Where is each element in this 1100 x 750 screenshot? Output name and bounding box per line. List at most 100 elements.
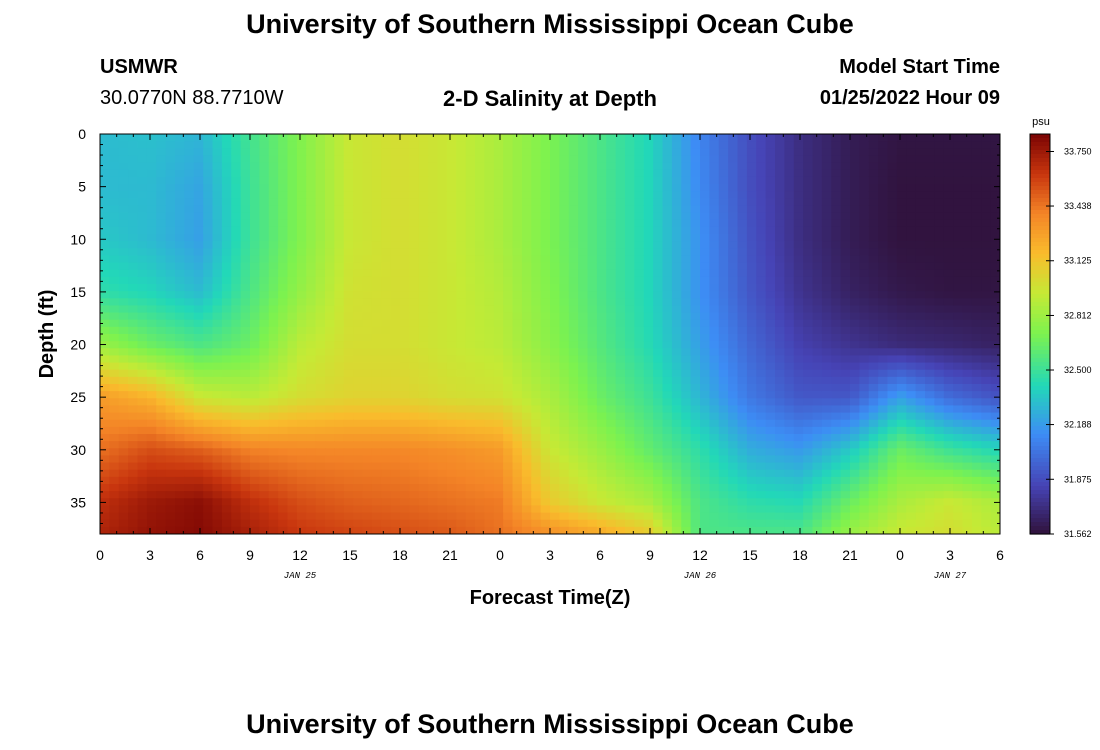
heatmap-cell xyxy=(578,412,589,421)
heatmap-cell xyxy=(971,219,982,228)
heatmap-cell xyxy=(831,441,842,449)
heatmap-cell xyxy=(465,305,476,314)
heatmap-cell xyxy=(700,484,710,492)
heatmap-cell xyxy=(896,362,907,371)
heatmap-cell xyxy=(587,405,598,414)
heatmap-cell xyxy=(362,369,373,378)
heatmap-cell xyxy=(306,341,317,349)
heatmap-cell xyxy=(146,276,157,285)
heatmap-cell xyxy=(596,326,607,335)
heatmap-cell xyxy=(821,384,832,392)
heatmap-cell xyxy=(550,441,560,449)
heatmap-cell xyxy=(615,448,626,457)
heatmap-cell xyxy=(643,234,654,242)
heatmap-cell xyxy=(943,248,954,257)
heatmap-cell xyxy=(400,248,410,257)
heatmap-cell xyxy=(221,441,232,449)
heatmap-cell xyxy=(521,312,532,321)
heatmap-cell xyxy=(765,226,776,235)
heatmap-cell xyxy=(521,326,532,335)
heatmap-cell xyxy=(634,341,645,349)
heatmap-cell xyxy=(709,212,720,221)
heatmap-cell xyxy=(746,448,757,457)
heatmap-cell xyxy=(550,312,560,321)
heatmap-cell xyxy=(718,148,729,157)
heatmap-cell xyxy=(718,305,729,314)
heatmap-cell xyxy=(306,448,317,457)
heatmap-cell xyxy=(137,434,148,442)
heatmap-cell xyxy=(878,305,889,314)
heatmap-cell xyxy=(700,284,710,292)
heatmap-cell xyxy=(296,434,307,442)
heatmap-cell xyxy=(212,498,223,507)
heatmap-cell xyxy=(325,362,335,371)
heatmap-cell xyxy=(662,334,673,342)
heatmap-cell xyxy=(146,134,157,142)
heatmap-cell xyxy=(943,212,954,221)
heatmap-cell xyxy=(250,355,260,364)
heatmap-cell xyxy=(559,476,570,485)
heatmap-cell xyxy=(503,462,514,471)
heatmap-cell xyxy=(278,155,289,164)
heatmap-cell xyxy=(700,184,710,192)
heatmap-cell xyxy=(362,391,373,399)
heatmap-cell xyxy=(756,434,767,442)
heatmap-cell xyxy=(381,376,392,385)
heatmap-cell xyxy=(915,412,926,421)
heatmap-cell xyxy=(137,469,148,478)
heatmap-cell xyxy=(925,205,935,214)
heatmap-cell xyxy=(812,455,823,464)
heatmap-cell xyxy=(409,348,420,357)
heatmap-cell xyxy=(250,141,260,149)
heatmap-cell xyxy=(465,248,476,257)
heatmap-cell xyxy=(953,334,964,342)
heatmap-cell xyxy=(475,362,485,371)
heatmap-cell xyxy=(634,491,645,499)
heatmap-cell xyxy=(587,162,598,171)
heatmap-cell xyxy=(531,148,542,157)
heatmap-cell xyxy=(681,255,692,264)
heatmap-cell xyxy=(503,426,514,435)
heatmap-cell xyxy=(175,412,185,421)
heatmap-cell xyxy=(100,426,110,435)
heatmap-cell xyxy=(540,448,551,457)
heatmap-cell xyxy=(287,162,298,171)
heatmap-cell xyxy=(765,348,776,357)
heatmap-cell xyxy=(728,419,739,428)
heatmap-cell xyxy=(596,341,607,349)
heatmap-cell xyxy=(878,255,889,264)
heatmap-cell xyxy=(709,319,720,328)
heatmap-cell xyxy=(596,491,607,499)
heatmap-cell xyxy=(625,355,635,364)
heatmap-cell xyxy=(784,155,795,164)
heatmap-cell xyxy=(803,184,814,192)
heatmap-cell xyxy=(943,426,954,435)
heatmap-cell xyxy=(587,176,598,185)
heatmap-cell xyxy=(353,369,364,378)
heatmap-cell xyxy=(493,291,504,299)
heatmap-cell xyxy=(521,155,532,164)
heatmap-cell xyxy=(475,369,485,378)
heatmap-cell xyxy=(793,298,804,307)
heatmap-cell xyxy=(540,391,551,399)
heatmap-cell xyxy=(737,255,748,264)
heatmap-cell xyxy=(146,205,157,214)
heatmap-cell xyxy=(737,476,748,485)
heatmap-cell xyxy=(128,205,139,214)
heatmap-cell xyxy=(728,362,739,371)
heatmap-cell xyxy=(259,319,270,328)
heatmap-cell xyxy=(896,448,907,457)
heatmap-cell xyxy=(531,491,542,499)
heatmap-cell xyxy=(971,319,982,328)
heatmap-cell xyxy=(690,326,701,335)
heatmap-cell xyxy=(371,434,382,442)
heatmap-cell xyxy=(634,448,645,457)
heatmap-cell xyxy=(596,198,607,207)
heatmap-cell xyxy=(212,484,223,492)
heatmap-cell xyxy=(990,284,1000,292)
heatmap-cell xyxy=(221,484,232,492)
heatmap-cell xyxy=(475,469,485,478)
heatmap-cell xyxy=(100,434,110,442)
heatmap-cell xyxy=(475,148,485,157)
heatmap-cell xyxy=(118,255,129,264)
